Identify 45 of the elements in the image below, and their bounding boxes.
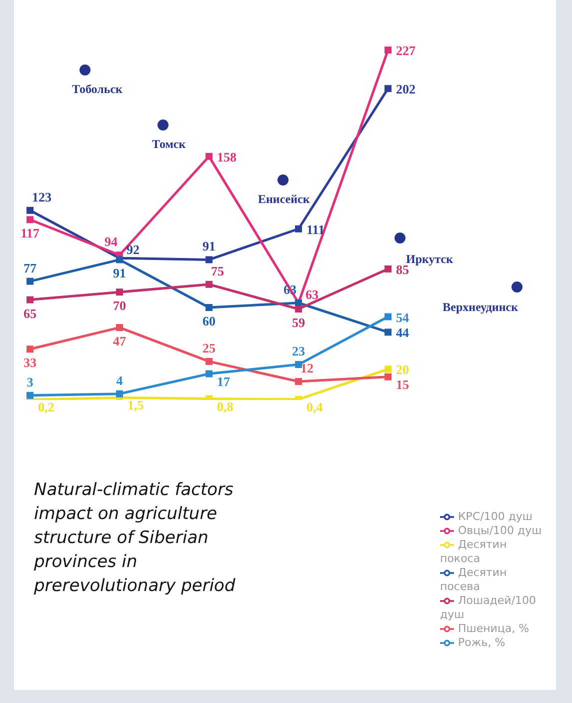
data-label: 4 xyxy=(116,372,124,388)
text: Верхнеудинск xyxy=(442,300,518,315)
data-label: 63 xyxy=(306,286,319,302)
data-label: 44 xyxy=(396,325,410,340)
annotation: Енисейск xyxy=(258,192,310,207)
legend-label: Пшеница, % xyxy=(458,622,530,635)
data-label: 117 xyxy=(20,226,40,241)
data-label: 77 xyxy=(24,260,37,276)
data-label: 111 xyxy=(306,222,325,237)
legend-label: Десятин посева xyxy=(440,566,507,593)
text: Natural-climatic factors impact on agriculture structure of Siberian provinces in prerevolutionary period xyxy=(34,479,236,598)
data-label: 15 xyxy=(396,376,410,392)
data-label: 91 xyxy=(113,266,126,281)
data-label: 0,4 xyxy=(306,399,324,414)
data-label: 33 xyxy=(24,355,37,370)
legend-label: Овцы/100 душ xyxy=(458,524,542,537)
data-label: 12 xyxy=(300,360,314,376)
data-label: 54 xyxy=(396,310,410,325)
data-label: 91 xyxy=(202,238,216,254)
data-label: 0,2 xyxy=(38,400,54,415)
legend-label: КРС/100 душ xyxy=(458,510,533,523)
legend-label: Десятин покоса xyxy=(440,538,507,565)
data-label: 94 xyxy=(104,234,118,250)
data-label: 47 xyxy=(113,334,126,349)
data-label: 59 xyxy=(292,315,306,330)
data-label: 25 xyxy=(202,340,216,356)
data-label: 70 xyxy=(113,298,126,314)
data-label: 17 xyxy=(217,374,230,389)
annotation: Тобольск xyxy=(72,82,122,97)
data-label: 158 xyxy=(217,149,237,164)
data-label: 227 xyxy=(396,43,416,58)
legend-label: Рожь, % xyxy=(458,636,506,649)
data-label: 20 xyxy=(396,362,409,378)
data-label: 60 xyxy=(202,314,216,328)
data-label: 0,8 xyxy=(217,398,234,414)
data-label: 75 xyxy=(211,263,224,278)
data-label: 3 xyxy=(26,374,34,390)
data-label: 202 xyxy=(396,82,416,97)
data-label: 92 xyxy=(126,242,140,258)
data-label: 23 xyxy=(292,344,306,359)
data-label: 65 xyxy=(24,306,37,321)
data-label: 123 xyxy=(32,189,52,204)
legend-label: Лошадей/100 душ xyxy=(440,594,536,621)
annotation: Томск xyxy=(152,137,186,152)
data-label: 1,5 xyxy=(128,398,144,413)
